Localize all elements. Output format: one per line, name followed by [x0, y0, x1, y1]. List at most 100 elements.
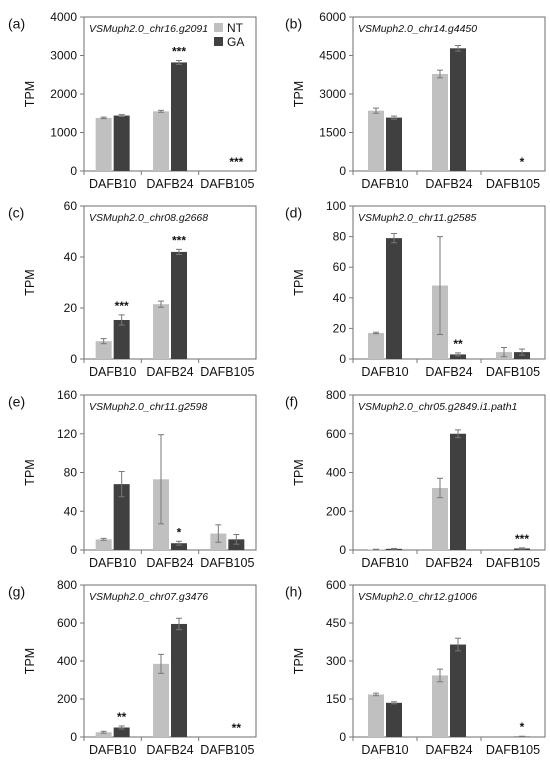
plot-frame	[83, 584, 257, 738]
y-tick-label: 4500	[319, 49, 346, 63]
x-tick-label: DAFB105	[200, 177, 254, 191]
y-tick-label: 600	[57, 616, 77, 630]
bar-ga	[386, 238, 402, 359]
y-axis-label: TPM	[292, 81, 306, 107]
x-tick-label: DAFB24	[146, 177, 193, 191]
y-tick-label: 0	[339, 543, 346, 557]
chart-panel-h: (h) VSMuph2.0_chr12.g1006 0 150 300 450 600 TPM…	[285, 578, 546, 757]
y-tick-label: 800	[326, 388, 346, 402]
panel-label: (c)	[8, 204, 24, 220]
chart-panel-g: (g) VSMuph2.0_chr07.g3476 0 200 400 600 800 TPM…	[8, 578, 257, 757]
x-tick-label: DAFB105	[486, 365, 540, 379]
bar-nt	[153, 304, 169, 359]
panel-label: (a)	[8, 15, 25, 31]
y-axis-label: TPM	[292, 648, 306, 674]
bar-ga	[113, 727, 130, 737]
chart-title: VSMuph2.0_chr11.g2585	[358, 212, 476, 224]
panel-label: (d)	[285, 204, 302, 220]
x-tick-label: DAFB105	[486, 743, 540, 757]
x-tick-label: DAFB10	[89, 365, 136, 379]
y-tick-label: 0	[70, 352, 77, 366]
y-tick-label: 3000	[319, 87, 346, 101]
x-tick-label: DAFB105	[486, 177, 540, 191]
y-tick-label: 20	[333, 321, 347, 335]
y-tick-label: 0	[70, 730, 77, 744]
significance-mark: **	[117, 710, 127, 724]
bar-ga	[386, 117, 402, 171]
plot-frame	[352, 394, 546, 551]
panel-label: (h)	[285, 583, 302, 599]
bar-ga	[171, 62, 187, 171]
bar-ga	[113, 484, 130, 550]
plot-frame	[83, 394, 257, 551]
bar-nt	[95, 117, 112, 171]
x-tick-label: DAFB24	[146, 743, 193, 757]
panel-label: (e)	[8, 393, 25, 409]
x-tick-label: DAFB10	[361, 556, 408, 570]
x-tick-label: DAFB10	[361, 743, 408, 757]
significance-mark: **	[453, 337, 463, 351]
x-tick-label: DAFB10	[89, 556, 136, 570]
y-tick-label: 80	[333, 230, 347, 244]
chart-title: VSMuph2.0_chr07.g3476	[89, 591, 208, 603]
y-tick-label: 200	[326, 504, 346, 518]
y-tick-label: 0	[70, 543, 77, 557]
bar-nt	[432, 488, 448, 550]
y-tick-label: 3000	[50, 49, 77, 63]
y-tick-label: 0	[339, 730, 346, 744]
legend-label-nt: NT	[227, 21, 244, 35]
chart-title: VSMuph2.0_chr11.g2598	[89, 401, 207, 413]
x-tick-label: DAFB24	[146, 556, 193, 570]
bar-ga	[450, 644, 466, 737]
y-tick-label: 600	[326, 427, 346, 441]
bar-ga	[113, 319, 130, 359]
y-tick-label: 160	[57, 388, 77, 402]
y-tick-label: 300	[326, 654, 346, 668]
bar-ga	[450, 48, 466, 171]
x-tick-label: DAFB105	[486, 556, 540, 570]
y-tick-label: 0	[339, 352, 346, 366]
chart-panel-c: (c) VSMuph2.0_chr08.g2668 0 20 40 60 TPM DAFB10…	[8, 199, 257, 379]
significance-mark: ***	[515, 532, 529, 546]
bar-nt	[153, 663, 169, 737]
panel-label: (g)	[8, 583, 25, 599]
bar-ga	[386, 702, 402, 737]
significance-mark: ***	[229, 155, 243, 169]
bar-ga	[450, 433, 466, 550]
chart-panel-a: (a) VSMuph2.0_chr16.g2091 0 1000 2000 3000 400…	[8, 10, 257, 191]
y-tick-label: 2000	[50, 87, 77, 101]
x-tick-label: DAFB10	[89, 743, 136, 757]
y-axis-label: TPM	[23, 269, 37, 295]
chart-title: VSMuph2.0_chr05.g2849.i1.path1	[358, 401, 517, 413]
y-tick-label: 200	[57, 692, 77, 706]
bar-nt	[368, 110, 384, 171]
y-axis-label: TPM	[23, 648, 37, 674]
x-tick-label: DAFB105	[200, 743, 254, 757]
legend-label-ga: GA	[227, 35, 244, 49]
panel-label: (b)	[285, 15, 302, 31]
bar-ga	[171, 251, 187, 359]
significance-mark: *	[177, 525, 182, 539]
y-tick-label: 6000	[319, 10, 346, 24]
bar-nt	[432, 73, 448, 171]
y-tick-label: 400	[326, 466, 346, 480]
significance-mark: *	[520, 720, 525, 734]
y-axis-label: TPM	[23, 459, 37, 485]
bar-nt	[95, 732, 112, 737]
chart-panel-b: (b) VSMuph2.0_chr14.g4450 0 1500 3000 4500 600…	[285, 10, 546, 191]
y-axis-label: TPM	[23, 81, 37, 107]
significance-mark: ***	[172, 233, 186, 247]
chart-title: VSMuph2.0_chr08.g2668	[89, 212, 208, 224]
y-tick-label: 0	[339, 164, 346, 178]
plot-frame	[352, 205, 546, 360]
x-tick-label: DAFB10	[361, 365, 408, 379]
y-axis-label: TPM	[292, 269, 306, 295]
bar-nt	[153, 111, 169, 171]
x-tick-label: DAFB105	[200, 556, 254, 570]
y-tick-label: 100	[326, 199, 346, 213]
significance-mark: **	[232, 721, 242, 735]
y-tick-label: 120	[57, 427, 77, 441]
legend-swatch-ga	[214, 37, 223, 46]
bar-nt	[368, 694, 384, 737]
